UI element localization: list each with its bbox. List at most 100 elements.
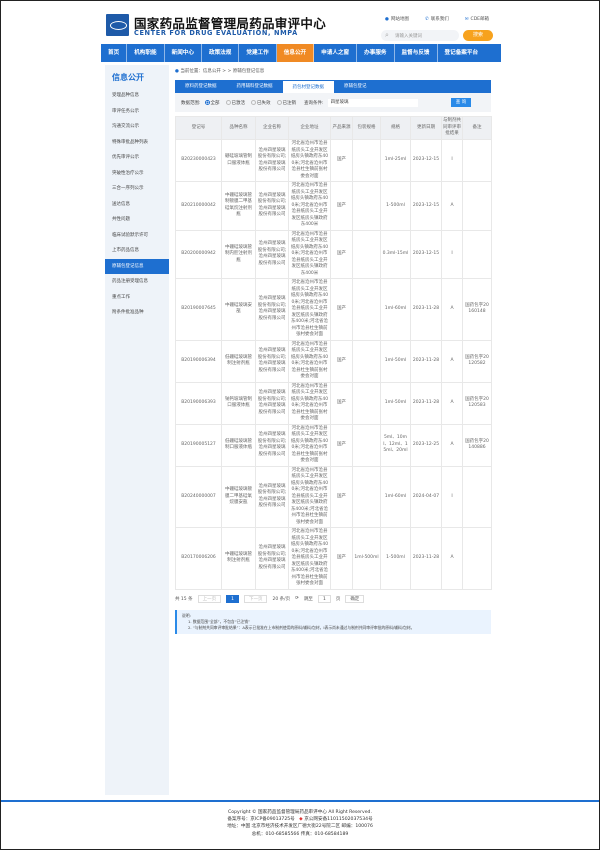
- table-cell: 中硼硅玻璃管制注射剂瓶: [221, 527, 256, 590]
- copyright: Copyright © 国家药品监督管理局药品审评中心 All Right Re…: [228, 810, 372, 815]
- nav-item-7[interactable]: 办事服务: [357, 44, 395, 62]
- table-cell: 河北省沧州市沧县纸房头工业开发区纸房头镇政府东400米;河北省沧州市沧县纸房头工…: [288, 229, 331, 279]
- sidebar-item[interactable]: 优先审评公示: [112, 155, 139, 160]
- tab-0[interactable]: 原料药登记数据: [185, 84, 217, 89]
- table-cell: 国产: [330, 527, 353, 590]
- note-item: 2. “与制剂共同审评审批结果”：A表示已批准在上市制剂使用的原料/辅料/包材，…: [188, 624, 415, 630]
- sidebar-item[interactable]: 附条件批准品种: [112, 310, 144, 315]
- tab-1[interactable]: 药用辅料登记数据: [236, 84, 273, 89]
- table-cell: [462, 181, 492, 231]
- table-cell: B20190006394: [175, 339, 222, 383]
- sidebar-item[interactable]: 沟通交流公示: [112, 124, 139, 129]
- table-cell: 国药包字20120582: [462, 339, 492, 383]
- query-button[interactable]: 查 询: [451, 98, 471, 107]
- table-cell: 1-500ml: [380, 181, 411, 231]
- scope-radio-1[interactable]: 已激活: [225, 99, 245, 106]
- table-cell: 2023-11-28: [410, 278, 442, 341]
- scope-radio-3[interactable]: 已注销: [276, 99, 296, 106]
- nav-item-6[interactable]: 申请人之窗: [314, 44, 358, 62]
- search-input[interactable]: 请输入关键词: [381, 30, 459, 41]
- table-cell: 国药包字20120583: [462, 381, 492, 425]
- sidebar-item[interactable]: 重点工作: [112, 294, 130, 300]
- table-cell: 沧州四星玻璃股份有限公司;沧州四星玻璃股份有限公司: [255, 465, 289, 528]
- table-cell: 国产: [330, 139, 353, 182]
- table-cell: [352, 229, 381, 279]
- table-cell: 国药包字20140886: [462, 423, 492, 467]
- query-input[interactable]: 四星玻璃: [327, 98, 418, 107]
- page-size-select[interactable]: 20 条/页: [272, 596, 291, 602]
- table-row: B20210000042 中硼硅玻璃管制镀膜二甲基硅氧烷注射剂瓶 沧州四星玻璃股份有…: [175, 181, 492, 231]
- radio-icon: [276, 99, 282, 105]
- scope-radio-2[interactable]: 已失效: [251, 99, 271, 106]
- table-cell: A: [441, 278, 463, 341]
- location-pin-icon: ●: [385, 17, 389, 22]
- table-cell: 2023-12-25: [410, 423, 442, 467]
- table-cell: 1ml-60ml: [380, 278, 411, 341]
- search-button[interactable]: 搜索: [463, 30, 493, 41]
- sidebar-item[interactable]: 上市药品信息: [112, 248, 139, 253]
- table-row: B20190006394 低硼硅玻璃管制注射剂瓶 沧州四星玻璃股份有限公司;沧州四星…: [175, 339, 492, 383]
- next-page-button[interactable]: 下一页: [243, 594, 268, 603]
- table-cell: 河北省沧州市沧县纸房头工业开发区纸房头镇政府东400米;河北省沧州市沧县纸房头工…: [288, 181, 331, 231]
- notes-title: 说明:: [182, 612, 191, 618]
- table-cell: 钠钙玻璃管制口服液体瓶: [221, 381, 256, 425]
- sidebar-item[interactable]: 受理品种信息: [112, 93, 139, 98]
- table-cell: A: [441, 527, 463, 590]
- table-row: B20190007645 中硼硅玻璃安瓿 沧州四星玻璃股份有限公司;沧州四星玻璃股份…: [175, 278, 492, 341]
- table-cell: 河北省沧州市沧县纸房头工业开发区纸房头镇政府东400米;河北省沧州市沧县杜生镇前…: [288, 423, 331, 467]
- table-cell: 河北省沧州市沧县纸房头工业开发区纸房头镇政府东400米;河北省沧州市沧县杜生镇前…: [288, 381, 331, 425]
- sidebar-item[interactable]: 原辅包登记信息: [105, 258, 169, 274]
- radio-icon: [225, 99, 231, 105]
- prev-page-button[interactable]: 上一页: [197, 594, 222, 603]
- table-cell: [352, 139, 381, 182]
- refresh-icon[interactable]: ⟳: [295, 596, 299, 601]
- sidebar-item[interactable]: 三合一序列公示: [112, 186, 144, 191]
- nav-item-2[interactable]: 新闻中心: [165, 44, 202, 62]
- table-cell: 沧州四星玻璃股份有限公司;沧州四星玻璃股份有限公司: [255, 339, 289, 383]
- table-cell: [462, 527, 492, 590]
- sidebar-item[interactable]: 突破性治疗公示: [112, 170, 144, 176]
- table-cell: I: [441, 465, 463, 528]
- goto-page-input[interactable]: 1: [317, 594, 331, 603]
- nav-item-9[interactable]: 登记备案平台: [444, 50, 479, 56]
- column-header: 企业地址: [288, 116, 331, 140]
- tab-2[interactable]: 药包材登记数据: [282, 80, 334, 93]
- table-cell: 沧州四星玻璃股份有限公司;沧州四星玻璃股份有限公司: [255, 423, 289, 467]
- table-row: B20240000007 中硼硅玻璃镀膜二甲基硅氧烷膜安瓿 沧州四星玻璃股份有限公司…: [175, 465, 492, 528]
- sitemap-link[interactable]: ● 网站地图: [385, 16, 409, 22]
- nmpa-logo-icon[interactable]: [106, 14, 129, 36]
- nav-item-0[interactable]: 首页: [101, 44, 128, 62]
- sidebar-item[interactable]: 送达信息: [112, 201, 130, 207]
- table-cell: B20240000007: [175, 465, 222, 528]
- table-cell: 中硼硅玻璃镀膜二甲基硅氧烷膜安瓿: [221, 465, 256, 528]
- column-header: 更新日期: [410, 116, 442, 140]
- phone-icon: ✆: [424, 17, 429, 22]
- sidebar-item[interactable]: 药品注册受理信息: [112, 279, 148, 284]
- site-header: 国家药品监督管理局药品审评中心 CENTER FOR DRUG EVALUATI…: [101, 1, 501, 43]
- nav-item-5[interactable]: 信息公开: [276, 44, 315, 62]
- column-header: 备注: [462, 116, 492, 140]
- phone-fax: 总机：010-68585566 传真：010-68584189: [251, 831, 349, 837]
- contact-label: 联系我们: [430, 17, 449, 22]
- nav-item-1[interactable]: 机构职能: [127, 44, 165, 62]
- table-cell: 1ml-50ml: [380, 339, 411, 383]
- police-record-link[interactable]: 京公网安备11011502037534号: [304, 817, 373, 823]
- sidebar-item[interactable]: 审评任务公示: [112, 108, 139, 114]
- nav-item-3[interactable]: 政策法规: [202, 44, 240, 62]
- column-header: 包装规格: [352, 116, 381, 140]
- nav-item-8[interactable]: 监督与反馈: [395, 44, 438, 62]
- sidebar-item[interactable]: 特殊审批品种列表: [112, 139, 148, 145]
- table-cell: 国产: [330, 381, 353, 425]
- notes-box: 说明: 1. 数据范围“全部”，不包含“已注销” 2. “与制剂共同审评审批结果…: [175, 609, 491, 635]
- tab-3[interactable]: 原辅包登记: [344, 84, 367, 89]
- nav-item-4[interactable]: 党建工作: [239, 44, 277, 62]
- contact-link[interactable]: ✆ 联系我们: [425, 16, 449, 22]
- scope-radio-0[interactable]: 全部: [204, 99, 220, 106]
- sidebar-item[interactable]: 临床试验默示许可: [112, 232, 148, 238]
- main-nav: 首页 机构职能 新闻中心 政策法规 党建工作 信息公开 申请人之窗 办事服务 监督与反馈 登记备案…: [101, 44, 501, 62]
- sidebar-item[interactable]: 共性问题: [112, 217, 130, 222]
- confirm-button[interactable]: 确定: [345, 594, 365, 603]
- page-1-button[interactable]: 1: [226, 594, 239, 603]
- icp-link[interactable]: 备案序号：京ICP备09013725号: [227, 817, 295, 823]
- mail-link[interactable]: ✉ CDE邮箱: [465, 16, 489, 22]
